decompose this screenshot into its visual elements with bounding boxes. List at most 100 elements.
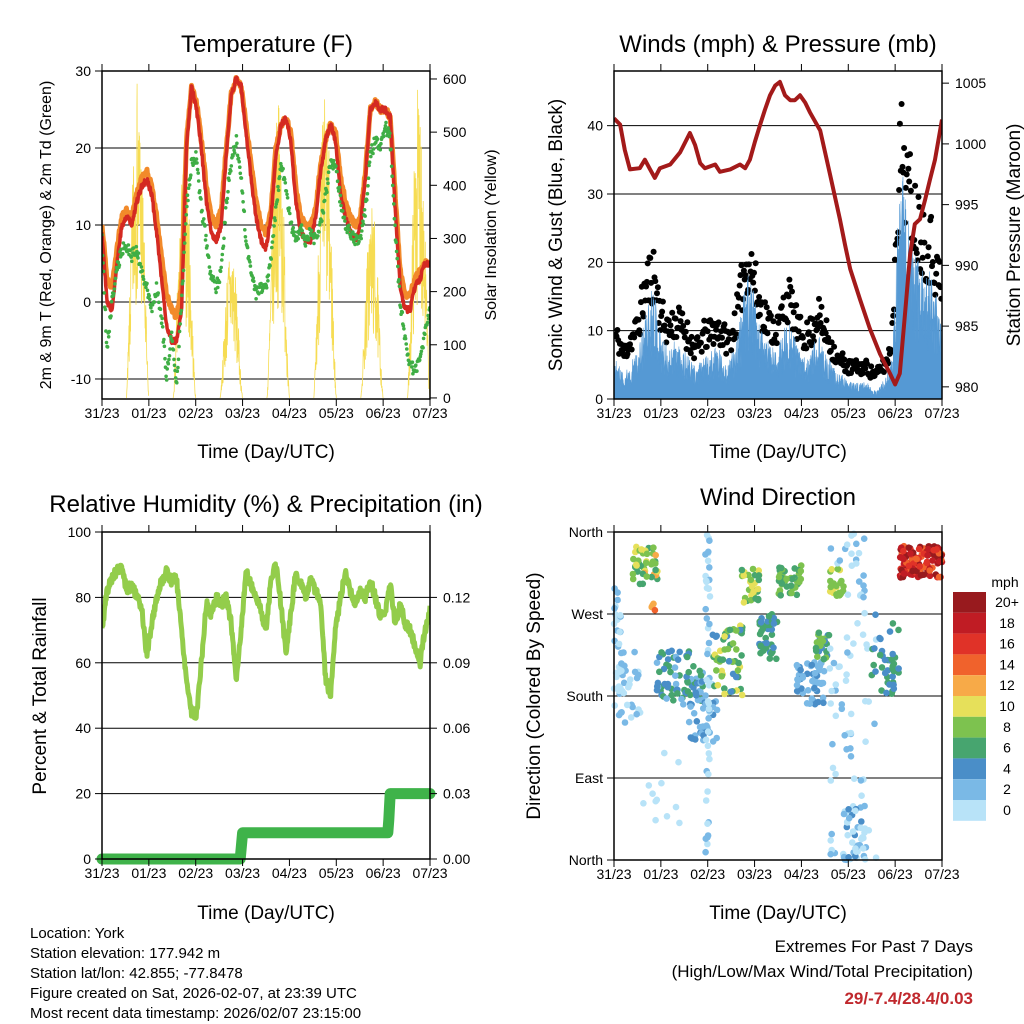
dewpoint-point xyxy=(363,214,367,218)
gust-point xyxy=(907,187,914,194)
dewpoint-point xyxy=(283,181,288,185)
direction-point xyxy=(820,667,828,675)
colorbar-swatch xyxy=(953,675,986,696)
y-tick-label: 40 xyxy=(75,720,91,736)
dewpoint-point xyxy=(419,352,423,356)
direction-point xyxy=(664,656,672,663)
direction-point xyxy=(766,655,774,662)
gust-point xyxy=(762,299,768,306)
gust-point xyxy=(891,256,898,263)
direction-point xyxy=(704,742,712,750)
direction-point xyxy=(850,640,857,647)
direction-point xyxy=(858,792,865,799)
direction-point xyxy=(663,813,671,820)
y-right-tick-label: 500 xyxy=(443,124,467,140)
gust-point xyxy=(913,250,920,257)
direction-point xyxy=(855,578,863,585)
direction-point xyxy=(690,710,698,717)
colorbar-swatch xyxy=(953,633,986,655)
direction-point xyxy=(704,728,712,735)
direction-point xyxy=(738,652,745,659)
dewpoint-point xyxy=(297,232,302,236)
direction-point xyxy=(663,695,670,702)
direction-point xyxy=(633,710,640,718)
direction-point xyxy=(883,689,890,697)
direction-point xyxy=(820,655,828,663)
dewpoint-point xyxy=(109,314,113,318)
y-tick-label: 80 xyxy=(75,589,91,605)
dewpoint-point xyxy=(145,281,149,286)
x-tick-label: 07/23 xyxy=(412,405,447,421)
direction-point xyxy=(777,564,785,572)
dewpoint-point xyxy=(273,205,278,209)
gust-point xyxy=(938,295,942,302)
colorbar-swatch xyxy=(953,800,986,821)
direction-point xyxy=(788,575,796,583)
gust-point xyxy=(828,339,835,346)
direction-point xyxy=(676,819,683,827)
pressure-y-axis-label: Station Pressure (Maroon) xyxy=(1004,124,1024,347)
solar-insolation-line xyxy=(126,83,149,398)
dewpoint-point xyxy=(378,148,383,152)
gust-point xyxy=(810,333,816,340)
x-tick-label: 01/23 xyxy=(131,865,166,881)
gust-point xyxy=(756,311,763,318)
dewpoint-point xyxy=(288,211,292,216)
dewpoint-point xyxy=(337,185,342,190)
direction-scatter xyxy=(610,530,946,864)
direction-point xyxy=(758,628,765,635)
dewpoint-point xyxy=(397,277,401,282)
temperature-chart-title: Temperature (F) xyxy=(181,31,353,58)
y-right-tick-label: 600 xyxy=(443,71,467,87)
direction-point xyxy=(787,582,795,589)
dewpoint-point xyxy=(316,234,320,238)
direction-point xyxy=(825,631,833,639)
direction-point xyxy=(734,667,742,674)
direction-point xyxy=(881,656,889,664)
direction-point xyxy=(913,555,920,563)
gust-point xyxy=(756,294,763,300)
direction-point xyxy=(702,736,710,743)
direction-point xyxy=(835,663,842,671)
direction-point xyxy=(832,712,840,720)
colorbar-swatch xyxy=(953,696,986,717)
dewpoint-point xyxy=(203,238,208,242)
dewpoint-point xyxy=(181,279,185,283)
direction-point xyxy=(845,806,852,813)
solar-insolation-line xyxy=(219,261,243,399)
gust-point xyxy=(859,370,866,377)
dewpoint-point xyxy=(106,335,111,339)
dewpoint-point xyxy=(112,291,116,296)
direction-point xyxy=(648,573,655,581)
direction-point xyxy=(692,736,699,743)
gust-point xyxy=(770,318,777,325)
direction-point xyxy=(643,550,651,558)
dewpoint-point xyxy=(178,311,183,316)
dewpoint-point xyxy=(335,179,340,183)
direction-point xyxy=(907,550,914,557)
dewpoint-point xyxy=(425,320,430,325)
dewpoint-point xyxy=(248,264,253,268)
direction-point xyxy=(685,668,692,676)
y-tick-label: 10 xyxy=(75,217,91,233)
dewpoint-point xyxy=(229,164,234,168)
colorbar-label: 6 xyxy=(1003,740,1011,756)
direction-point xyxy=(881,669,889,677)
dewpoint-point xyxy=(339,203,343,208)
colorbar-swatch xyxy=(953,737,986,759)
dewpoint-point xyxy=(160,325,165,329)
direction-point xyxy=(850,775,858,782)
gust-point xyxy=(673,334,680,340)
direction-point xyxy=(702,848,709,856)
solar-insolation-line xyxy=(266,105,290,398)
direction-point xyxy=(858,818,865,825)
dewpoint-point xyxy=(336,189,341,193)
y-right-tick-label: 300 xyxy=(443,230,467,246)
dewpoint-point xyxy=(400,310,405,315)
direction-point xyxy=(797,575,805,583)
dewpoint-point xyxy=(338,193,343,198)
direction-point xyxy=(693,718,701,725)
dewpoint-point xyxy=(116,260,121,265)
extremes-values: 29/-7.4/28.4/0.03 xyxy=(844,989,973,1008)
dewpoint-point xyxy=(398,305,403,310)
